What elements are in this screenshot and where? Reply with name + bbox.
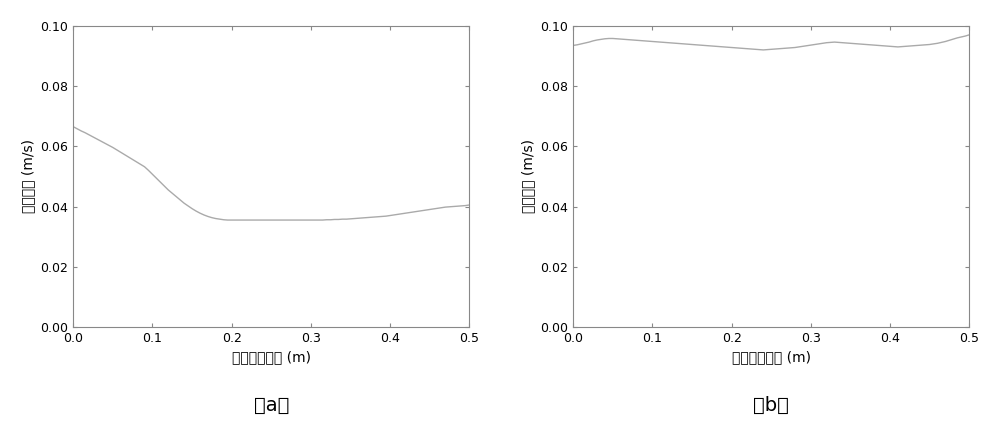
Text: （a）: （a） xyxy=(254,396,289,415)
Y-axis label: 平均速度 (m/s): 平均速度 (m/s) xyxy=(21,140,35,214)
Text: （b）: （b） xyxy=(753,396,789,415)
Y-axis label: 平均速度 (m/s): 平均速度 (m/s) xyxy=(521,140,535,214)
X-axis label: 距离底面高度 (m): 距离底面高度 (m) xyxy=(232,351,311,364)
X-axis label: 距离底面高度 (m): 距离底面高度 (m) xyxy=(732,351,811,364)
